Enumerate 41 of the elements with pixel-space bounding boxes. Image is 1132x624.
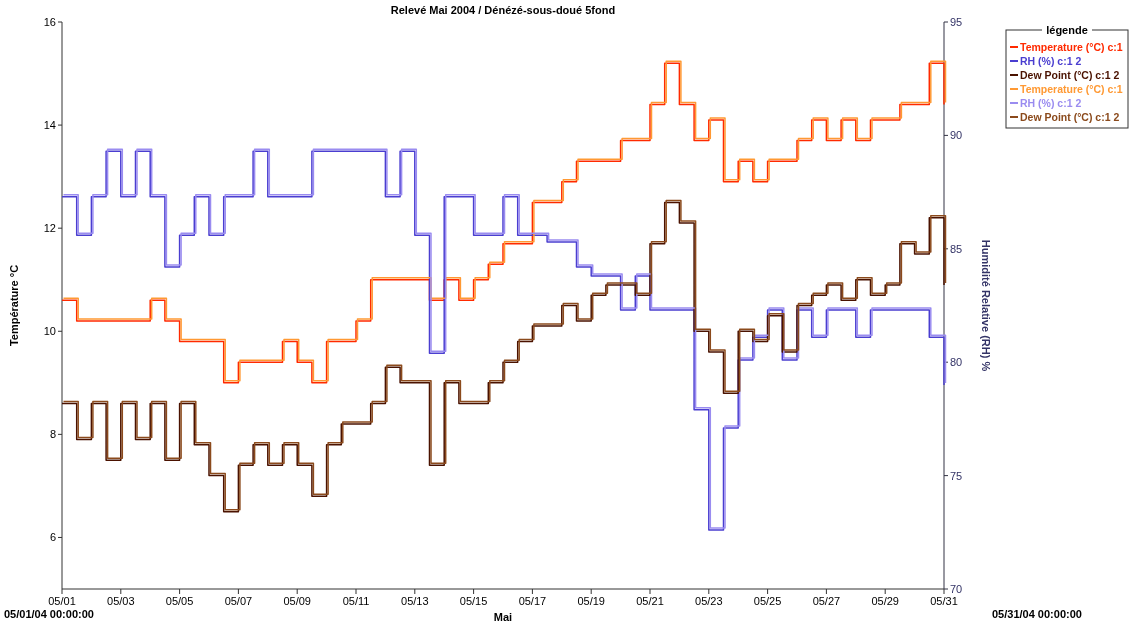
y2-tick-label: 90 bbox=[950, 129, 963, 142]
y2-tick-label: 70 bbox=[950, 583, 963, 595]
x-tick-label: 05/23 bbox=[695, 595, 723, 607]
legend-label: Dew Point (°C) c:1 2 bbox=[1020, 111, 1120, 123]
y-tick-label: 10 bbox=[43, 325, 56, 338]
y-tick-label: 12 bbox=[43, 222, 56, 235]
chart-title: Relevé Mai 2004 / Dénézé-sous-doué 5fond bbox=[390, 4, 616, 16]
y2-axis-title: Humidité Relative (RH) % bbox=[980, 239, 992, 372]
y2-tick-label: 75 bbox=[950, 469, 963, 482]
y-axis-title: Température °C bbox=[8, 264, 20, 347]
x-tick-label: 05/01 bbox=[48, 595, 76, 607]
legend-label: RH (%) c:1 2 bbox=[1020, 55, 1082, 67]
legend-label: Temperature (°C) c:1 bbox=[1020, 41, 1123, 53]
x-tick-label: 05/11 bbox=[342, 595, 370, 607]
x-tick-label: 05/25 bbox=[753, 595, 782, 607]
x-tick-label: 05/31 bbox=[930, 595, 958, 607]
x-axis-title: Mai bbox=[493, 611, 513, 623]
legend-label: RH (%) c:1 2 bbox=[1020, 97, 1082, 109]
y-tick-label: 14 bbox=[43, 119, 56, 132]
x-tick-label: 05/21 bbox=[636, 595, 664, 607]
legend-label: Dew Point (°C) c:1 2 bbox=[1020, 69, 1120, 81]
x-tick-label: 05/09 bbox=[283, 595, 311, 607]
y-tick-label: 8 bbox=[49, 428, 56, 441]
x-tick-label: 05/29 bbox=[871, 595, 899, 607]
legend-label: Temperature (°C) c:1 bbox=[1020, 83, 1123, 95]
x-tick-label: 05/27 bbox=[812, 595, 841, 607]
y-tick-label: 6 bbox=[49, 531, 56, 544]
x-tick-label: 05/15 bbox=[459, 595, 488, 607]
x-tick-label: 05/13 bbox=[401, 595, 429, 607]
y-tick-label: 16 bbox=[43, 16, 56, 28]
y2-tick-label: 80 bbox=[950, 356, 963, 369]
x-tick-label: 05/03 bbox=[107, 595, 135, 607]
legend-title: légende bbox=[1046, 24, 1088, 36]
y2-tick-label: 95 bbox=[950, 16, 963, 28]
x-tick-label: 05/17 bbox=[518, 595, 547, 607]
text: 05/01/04 00:00:00 bbox=[4, 608, 94, 620]
y2-tick-label: 85 bbox=[950, 242, 963, 255]
x-tick-label: 05/19 bbox=[577, 595, 605, 607]
text: 05/31/04 00:00:00 bbox=[992, 608, 1082, 620]
x-tick-label: 05/07 bbox=[224, 595, 253, 607]
x-tick-label: 05/05 bbox=[165, 595, 194, 607]
